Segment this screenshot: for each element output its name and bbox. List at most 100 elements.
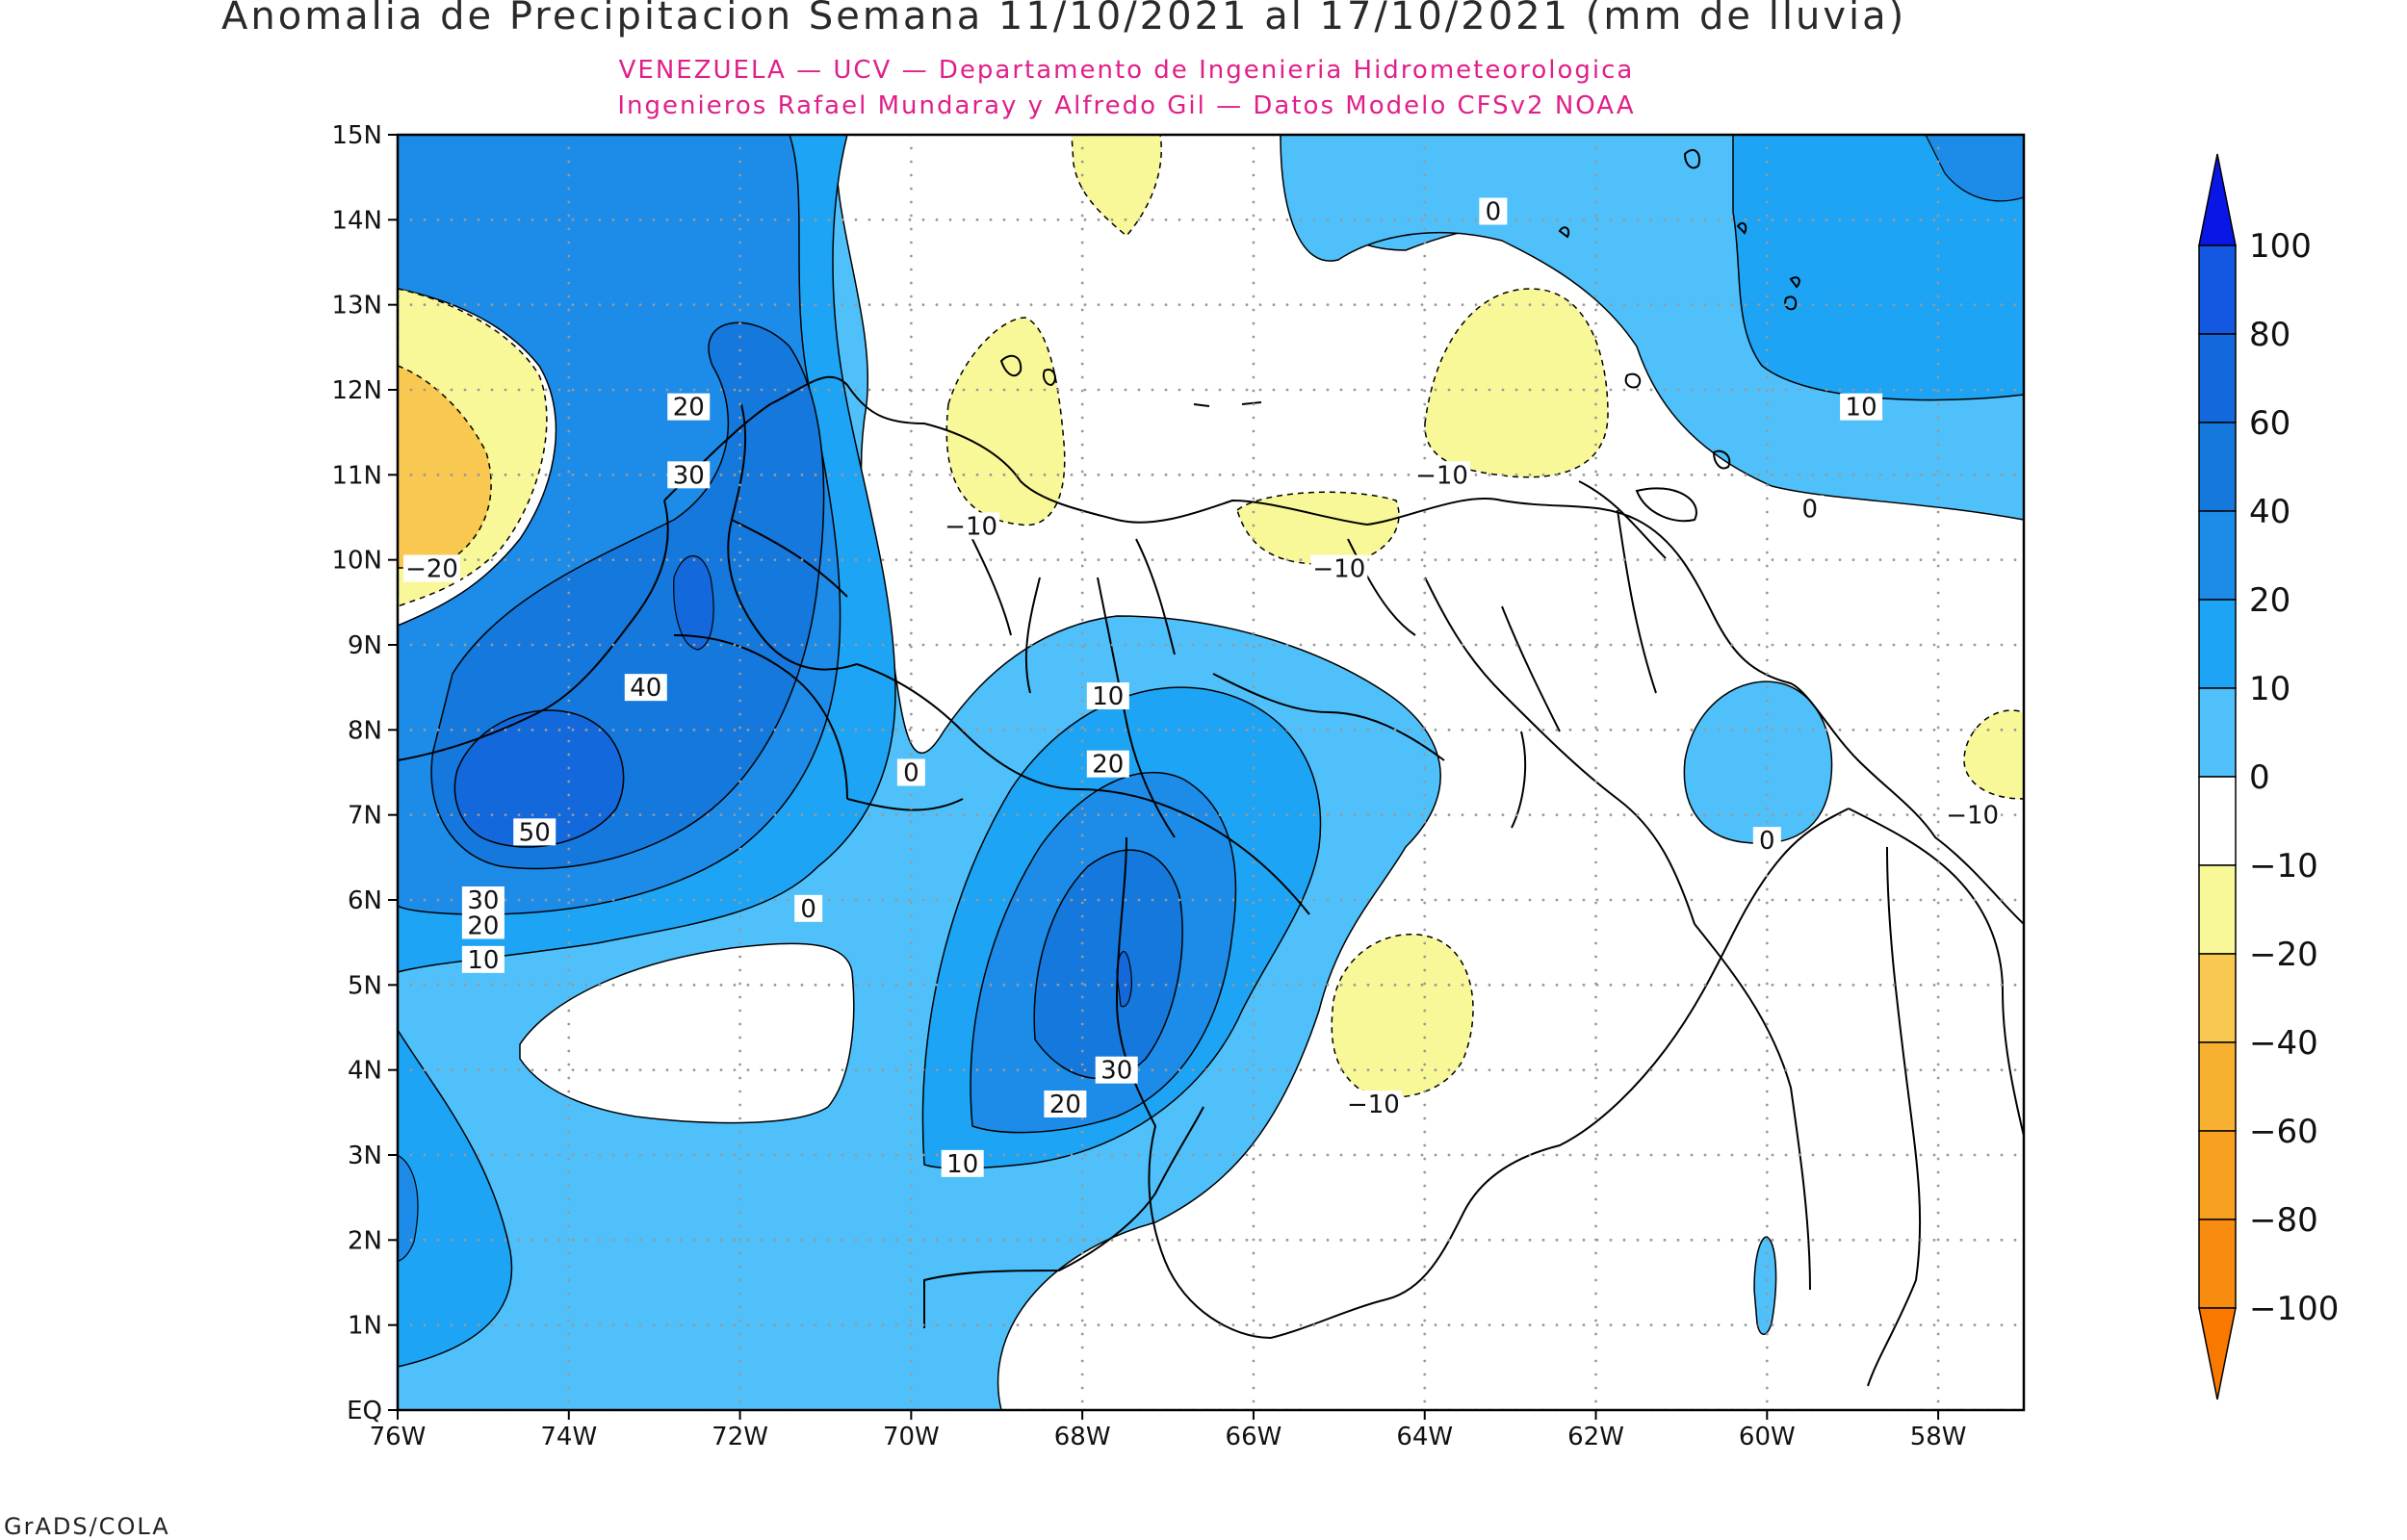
grid-dot bbox=[1936, 1265, 1940, 1269]
grid-dot bbox=[1932, 473, 1936, 476]
grid-dot bbox=[1528, 558, 1532, 562]
grid-dot bbox=[1420, 643, 1424, 647]
grid-dot bbox=[1936, 928, 1940, 932]
lat-tick-label: 10N bbox=[331, 547, 382, 576]
grid-dot bbox=[1892, 728, 1896, 732]
grid-dot bbox=[611, 558, 615, 562]
grid-dot bbox=[1905, 1068, 1909, 1072]
grid-dot bbox=[1002, 898, 1006, 902]
grid-dot bbox=[567, 1049, 571, 1053]
grid-dot bbox=[1609, 388, 1613, 392]
grid-dot bbox=[1080, 1036, 1084, 1040]
grid-dot bbox=[1838, 303, 1842, 307]
grid-dot bbox=[1594, 1373, 1597, 1376]
grid-dot bbox=[975, 473, 979, 476]
grid-dot bbox=[867, 218, 871, 221]
grid-dot bbox=[1568, 303, 1572, 307]
grid-dot bbox=[1594, 200, 1597, 204]
grid-dot bbox=[679, 1068, 683, 1072]
grid-dot bbox=[909, 618, 913, 622]
grid-dot bbox=[962, 898, 966, 902]
grid-dot bbox=[1838, 983, 1842, 987]
grid-dot bbox=[1717, 558, 1721, 562]
grid-dot bbox=[773, 388, 777, 392]
grid-dot bbox=[679, 1238, 683, 1242]
grid-dot bbox=[738, 429, 741, 433]
grid-dot bbox=[975, 218, 979, 221]
grid-dot bbox=[867, 643, 871, 647]
grid-dot bbox=[692, 1323, 696, 1327]
grid-dot bbox=[1936, 1224, 1940, 1228]
grid-dot bbox=[1892, 1153, 1896, 1157]
grid-dot bbox=[1080, 187, 1084, 191]
grid-dot bbox=[1191, 218, 1195, 221]
grid-dot bbox=[567, 658, 571, 662]
grid-dot bbox=[1252, 874, 1255, 878]
grid-dot bbox=[738, 1251, 741, 1255]
grid-dot bbox=[1905, 473, 1909, 476]
grid-dot bbox=[531, 643, 534, 647]
grid-dot bbox=[1252, 1359, 1255, 1363]
grid-dot bbox=[1594, 766, 1597, 770]
grid-dot bbox=[1936, 510, 1940, 514]
grid-dot bbox=[1838, 388, 1842, 392]
grid-dot bbox=[1423, 672, 1427, 676]
grid-dot bbox=[1393, 558, 1397, 562]
grid-dot bbox=[1016, 303, 1020, 307]
grid-dot bbox=[1080, 712, 1084, 716]
contour-label-bg bbox=[667, 393, 711, 421]
grid-dot bbox=[1043, 388, 1047, 392]
grid-dot bbox=[1936, 847, 1940, 851]
grid-dot bbox=[2000, 1153, 2004, 1157]
grid-dot bbox=[908, 473, 912, 476]
grid-dot bbox=[567, 739, 571, 743]
grid-dot bbox=[490, 1153, 494, 1157]
grid-dot bbox=[908, 813, 912, 817]
grid-dot bbox=[1838, 1238, 1842, 1242]
grid-dot bbox=[1838, 643, 1842, 647]
grid-dot bbox=[962, 473, 966, 476]
grid-dot bbox=[1423, 1332, 1427, 1336]
grid-dot bbox=[625, 1068, 629, 1072]
grid-dot bbox=[1594, 348, 1597, 352]
grid-dot bbox=[1164, 1068, 1168, 1072]
grid-dot bbox=[567, 753, 571, 757]
grid-dot bbox=[1258, 558, 1262, 562]
grid-dot bbox=[1582, 1068, 1586, 1072]
grid-dot bbox=[1366, 1068, 1370, 1072]
grid-dot bbox=[409, 983, 413, 987]
grid-dot bbox=[1423, 591, 1427, 595]
grid-dot bbox=[1245, 1323, 1249, 1327]
grid-dot bbox=[1717, 1068, 1721, 1072]
grid-dot bbox=[1258, 303, 1262, 307]
grid-dot bbox=[1622, 1323, 1626, 1327]
grid-dot bbox=[1838, 218, 1842, 221]
grid-dot bbox=[598, 728, 602, 732]
grid-dot bbox=[1717, 643, 1721, 647]
grid-dot bbox=[1784, 1068, 1788, 1072]
grid-dot bbox=[1252, 766, 1255, 770]
grid-dot bbox=[935, 643, 939, 647]
grid-dot bbox=[1501, 1323, 1505, 1327]
grid-dot bbox=[1488, 1068, 1491, 1072]
grid-dot bbox=[909, 1292, 913, 1296]
grid-dot bbox=[1423, 348, 1427, 352]
grid-dot bbox=[1594, 860, 1597, 864]
grid-dot bbox=[935, 1323, 939, 1327]
grid-dot bbox=[1423, 618, 1427, 622]
grid-dot bbox=[773, 1068, 777, 1072]
lat-tick-label: 11N bbox=[331, 461, 382, 490]
grid-dot bbox=[1461, 643, 1464, 647]
grid-dot bbox=[1070, 898, 1074, 902]
grid-dot bbox=[477, 983, 480, 987]
grid-dot bbox=[1252, 847, 1255, 851]
grid-dot bbox=[1080, 928, 1084, 932]
grid-dot bbox=[1056, 813, 1060, 817]
grid-dot bbox=[1420, 728, 1424, 732]
grid-dot bbox=[738, 914, 741, 918]
grid-dot bbox=[567, 847, 571, 851]
grid-dot bbox=[1765, 995, 1769, 999]
grid-dot bbox=[841, 473, 844, 476]
grid-dot bbox=[1423, 726, 1427, 730]
grid-dot bbox=[1080, 524, 1084, 527]
